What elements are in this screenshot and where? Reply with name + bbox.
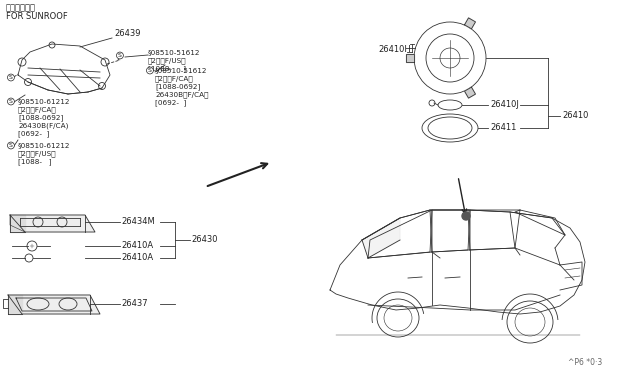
Text: [1088-0692]: [1088-0692] xyxy=(18,114,63,121)
Polygon shape xyxy=(465,18,476,29)
Text: （2）（F/US）: （2）（F/US） xyxy=(18,150,56,157)
Text: （2）（F/CA）: （2）（F/CA） xyxy=(155,75,194,81)
Text: 26410A: 26410A xyxy=(121,241,153,250)
Text: [0692-  ]: [0692- ] xyxy=(18,130,49,137)
Polygon shape xyxy=(10,215,25,232)
Text: [1088-     ]: [1088- ] xyxy=(148,65,186,72)
Text: [1088-0692]: [1088-0692] xyxy=(155,83,200,90)
Text: 26410J: 26410J xyxy=(490,100,519,109)
Text: （2）（F/CA）: （2）（F/CA） xyxy=(18,106,57,113)
Polygon shape xyxy=(8,295,22,314)
Text: S: S xyxy=(118,53,122,58)
Polygon shape xyxy=(406,54,414,62)
Text: §08510-61212: §08510-61212 xyxy=(18,142,70,148)
Text: 26410: 26410 xyxy=(562,111,588,120)
Polygon shape xyxy=(362,218,400,258)
Text: サンルーフ用: サンルーフ用 xyxy=(6,3,36,12)
Polygon shape xyxy=(465,87,476,98)
Text: 26410A: 26410A xyxy=(121,253,153,262)
Text: （2）（F/US）: （2）（F/US） xyxy=(148,57,187,64)
Text: 26430: 26430 xyxy=(191,235,218,244)
Text: S: S xyxy=(9,75,13,80)
Text: §08510-51612: §08510-51612 xyxy=(155,67,207,73)
Text: 26430B（F/CA）: 26430B（F/CA） xyxy=(155,91,209,97)
Text: 26430B(F/CA): 26430B(F/CA) xyxy=(18,122,68,128)
Text: [0692-  ]: [0692- ] xyxy=(155,99,186,106)
Text: 26437: 26437 xyxy=(121,299,148,308)
Text: §08510-51612: §08510-51612 xyxy=(148,49,200,55)
Text: 26411: 26411 xyxy=(490,123,516,132)
Text: 26434M: 26434M xyxy=(121,217,155,226)
Text: S: S xyxy=(9,99,13,104)
Text: [1088-   ]: [1088- ] xyxy=(18,158,51,165)
Circle shape xyxy=(462,212,470,220)
Text: S: S xyxy=(9,143,13,148)
Text: S: S xyxy=(148,68,152,73)
Text: ^P6 *0·3: ^P6 *0·3 xyxy=(568,358,602,367)
Polygon shape xyxy=(8,295,100,314)
Text: FOR SUNROOF: FOR SUNROOF xyxy=(6,12,68,21)
Text: §08510-61212: §08510-61212 xyxy=(18,98,70,104)
Text: 26439: 26439 xyxy=(114,29,141,38)
Text: 26410H: 26410H xyxy=(378,45,411,54)
Polygon shape xyxy=(10,215,95,232)
